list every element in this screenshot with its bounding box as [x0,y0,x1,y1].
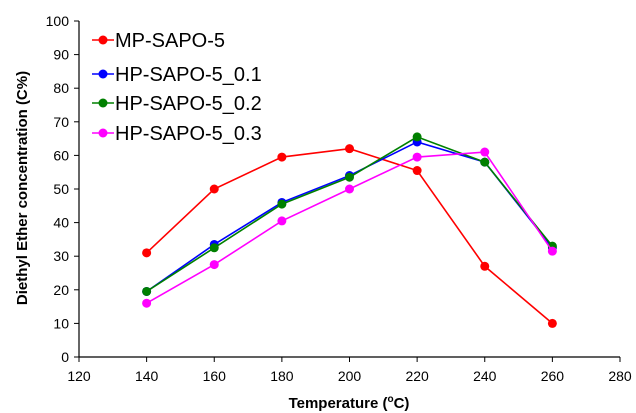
y-tick-label: 70 [53,114,69,130]
data-point [345,144,354,154]
legend-label: HP-SAPO-5_0.3 [115,123,262,145]
data-point [480,157,490,167]
x-tick-label: 180 [270,368,294,384]
legend-swatch-marker [98,98,108,108]
legend-swatch-marker [98,69,108,79]
x-tick-label: 140 [135,368,159,384]
data-point [480,261,490,271]
y-tick-label: 40 [53,215,69,231]
x-tick-label: 120 [67,368,91,384]
series-4 [142,147,557,308]
x-tick-label: 260 [541,368,565,384]
y-tick-label: 60 [53,147,69,163]
data-point [277,152,287,162]
data-point [345,172,354,182]
x-axis-title: Temperature (oC) [289,394,410,412]
y-tick-label: 30 [53,248,69,264]
y-tick-label: 0 [61,349,69,365]
legend-label: HP-SAPO-5_0.2 [115,93,262,115]
x-axis-ticks: 120 140 160 180 200 220 240 260 280 [67,357,632,384]
series-2 [142,137,557,296]
legend-item: MP-SAPO-5 [92,30,225,52]
x-tick-label: 160 [203,368,227,384]
legend-swatch-marker [98,35,108,45]
legend-item: HP-SAPO-5_0.2 [92,93,262,115]
data-point [345,184,354,194]
y-tick-label: 90 [53,47,69,63]
x-tick-label: 220 [405,368,429,384]
data-point [480,147,490,157]
y-tick-label: 20 [53,282,69,298]
series-1 [142,144,557,328]
data-point [547,318,557,328]
legend: MP-SAPO-5 HP-SAPO-5_0.1 HP-SAPO-5_0.2 HP-SA… [92,30,262,145]
series-layer [142,132,557,328]
y-tick-label: 80 [53,80,69,96]
data-point [209,184,219,194]
data-point [277,216,287,226]
y-tick-label: 100 [46,13,70,29]
data-point [209,260,219,270]
legend-item: HP-SAPO-5_0.3 [92,123,262,145]
data-point [412,152,422,162]
data-point [209,243,219,253]
data-point [547,246,557,256]
y-tick-label: 50 [53,181,69,197]
x-tick-label: 200 [338,368,362,384]
data-point [277,199,287,209]
legend-swatch-marker [98,128,108,138]
data-point [412,166,422,176]
y-axis-title: Diethyl Ether concentration (C%) [14,71,31,305]
data-point [142,286,152,296]
x-tick-label: 280 [608,368,632,384]
x-tick-label: 240 [473,368,497,384]
series-3 [142,132,557,296]
data-point [412,132,422,142]
y-axis-ticks: 0 10 20 30 40 50 60 70 80 90 100 [46,13,79,365]
data-point [142,298,152,308]
y-tick-label: 10 [53,315,69,331]
data-point [142,248,152,258]
legend-item: HP-SAPO-5_0.1 [92,64,262,86]
legend-label: MP-SAPO-5 [115,30,225,52]
legend-label: HP-SAPO-5_0.1 [115,64,262,86]
